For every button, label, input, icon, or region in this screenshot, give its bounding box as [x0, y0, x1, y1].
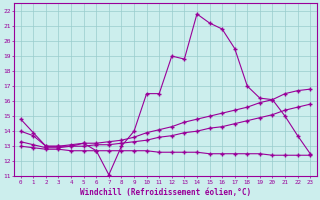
- X-axis label: Windchill (Refroidissement éolien,°C): Windchill (Refroidissement éolien,°C): [80, 188, 251, 197]
